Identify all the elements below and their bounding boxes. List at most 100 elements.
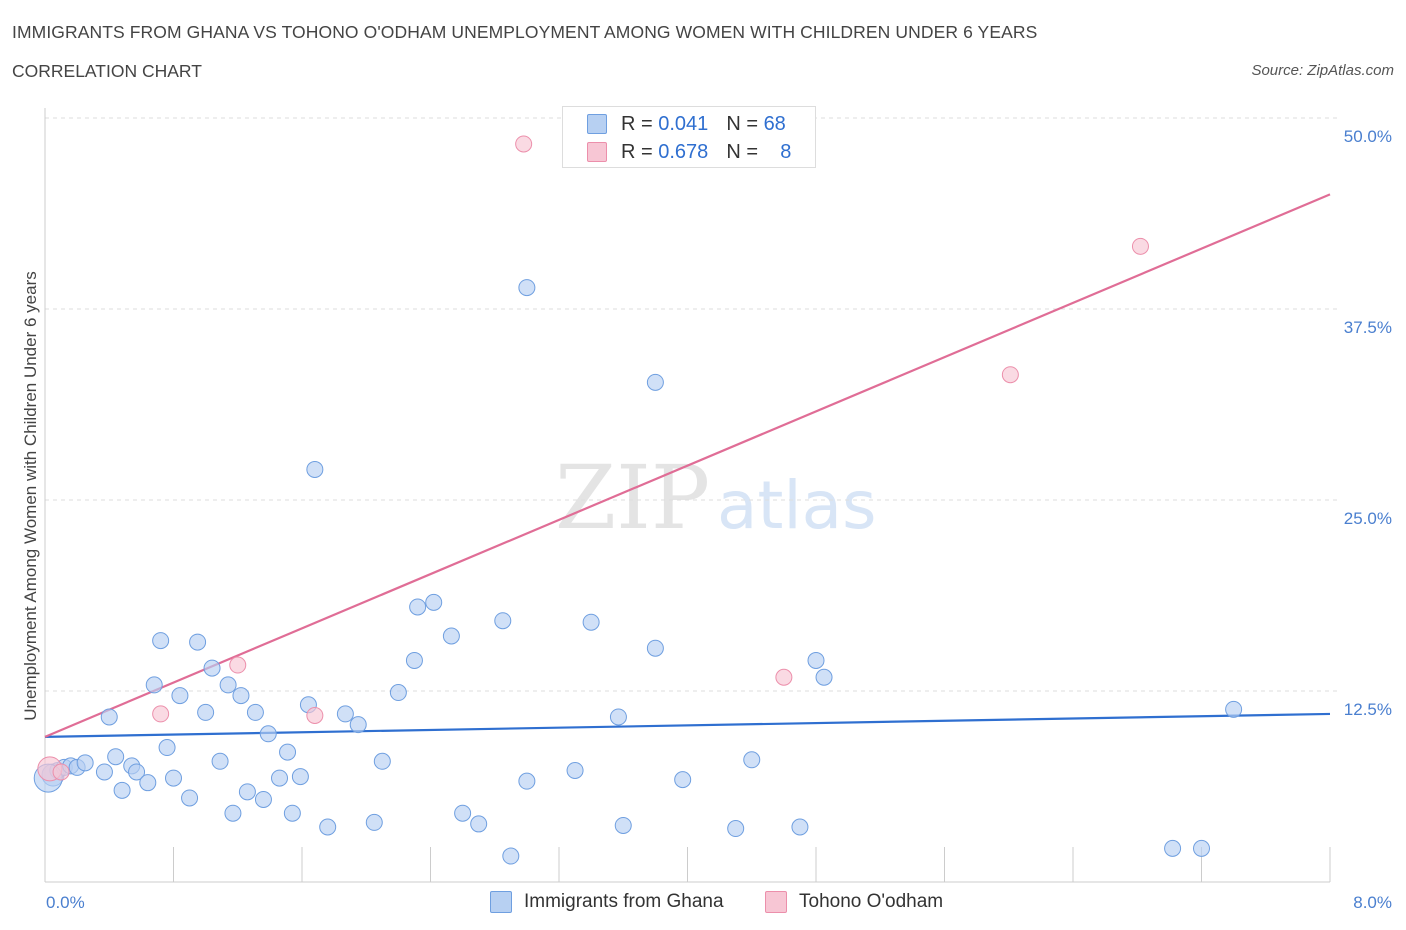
ghana-point: [145, 676, 163, 694]
ghana-point: [224, 804, 242, 822]
ghana-point: [389, 684, 407, 702]
tohono-point: [306, 706, 324, 724]
ghana-trend-line: [44, 712, 1331, 738]
series-swatch-ghana: [490, 891, 512, 913]
ghana-point: [349, 716, 367, 734]
legend-r-value: 0.678: [658, 140, 709, 163]
ghana-point: [152, 632, 170, 650]
ghana-point: [279, 743, 297, 761]
ghana-point: [582, 613, 600, 631]
ghana-point: [1225, 700, 1243, 718]
legend-swatch-ghana: [587, 114, 607, 134]
ghana-point: [189, 633, 207, 651]
ghana-point: [171, 687, 189, 705]
tohono-point: [1001, 366, 1019, 384]
legend-n-label: N =: [726, 140, 758, 163]
ghana-point: [76, 754, 94, 772]
ghana-point: [518, 772, 536, 790]
y-tick-label: 12.5%: [1344, 700, 1392, 719]
ghana-point: [365, 813, 383, 831]
tohono-point: [1131, 237, 1149, 255]
ghana-point: [107, 748, 125, 766]
ghana-point: [203, 659, 221, 677]
ghana-point: [674, 771, 692, 789]
ghana-point: [139, 774, 157, 792]
series-legend-ghana: Immigrants from Ghana: [490, 890, 724, 914]
series-label-tohono: Tohono O'odham: [799, 891, 944, 912]
ghana-point: [219, 676, 237, 694]
tohono-trend-line: [44, 193, 1331, 738]
ghana-point: [238, 783, 256, 801]
ghana-point: [197, 703, 215, 721]
ghana-point: [566, 761, 584, 779]
ghana-point: [113, 781, 131, 799]
ghana-point: [502, 847, 520, 865]
ghana-point: [743, 751, 761, 769]
x-tick-labels: 0.0% 8.0%: [46, 893, 1392, 912]
y-tick-label: 50.0%: [1344, 127, 1392, 146]
zipatlas-watermark: ZIP atlas: [555, 446, 877, 549]
data-points: [33, 135, 1243, 865]
ghana-point: [291, 768, 309, 786]
legend-r-label: R =: [621, 112, 653, 135]
source-credit: Source: ZipAtlas.com: [1251, 62, 1394, 79]
ghana-point: [727, 820, 745, 838]
ghana-point: [409, 598, 427, 616]
tohono-point: [775, 668, 793, 686]
ghana-point: [494, 612, 512, 630]
ghana-point: [646, 373, 664, 391]
ghana-point: [815, 668, 833, 686]
legend-swatch-tohono: [587, 142, 607, 162]
legend-row-ghana: R = 0.041 N = 68: [587, 112, 786, 136]
ghana-point: [319, 818, 337, 836]
gridlines: [45, 117, 1340, 692]
ghana-point: [232, 687, 250, 705]
y-tick-labels: 12.5% 25.0% 37.5% 50.0%: [1344, 127, 1392, 719]
watermark-atlas: atlas: [717, 467, 877, 544]
ghana-point: [614, 816, 632, 834]
y-tick-label: 25.0%: [1344, 509, 1392, 528]
ghana-point: [807, 651, 825, 669]
ghana-point: [1164, 839, 1182, 857]
ghana-point: [271, 769, 289, 787]
ghana-point: [306, 460, 324, 478]
ghana-point: [609, 708, 627, 726]
x-tick-label: 0.0%: [46, 893, 85, 912]
ghana-point: [405, 651, 423, 669]
tohono-point: [229, 656, 247, 674]
legend-row-tohono: R = 0.678 N = 8: [587, 140, 791, 164]
ghana-point: [442, 627, 460, 645]
ghana-point: [454, 804, 472, 822]
legend-n-value: 8: [780, 140, 792, 163]
ghana-point: [246, 703, 264, 721]
ghana-point: [336, 705, 354, 723]
chart-subtitle: CORRELATION CHART: [12, 61, 202, 81]
ghana-point: [254, 790, 272, 808]
series-label-ghana: Immigrants from Ghana: [524, 891, 724, 912]
series-swatch-tohono: [765, 891, 787, 913]
ghana-point: [181, 789, 199, 807]
ghana-point: [158, 739, 176, 757]
ghana-point: [95, 763, 113, 781]
axes: [44, 108, 1331, 883]
ghana-point: [373, 752, 391, 770]
ghana-point: [283, 804, 301, 822]
y-axis-label: Unemployment Among Women with Children U…: [21, 271, 40, 720]
chart-title: IMMIGRANTS FROM GHANA VS TOHONO O'ODHAM …: [12, 22, 1038, 42]
y-tick-label: 37.5%: [1344, 318, 1392, 337]
trend-lines: [44, 193, 1331, 738]
ghana-point: [646, 639, 664, 657]
x-tick-label: 8.0%: [1353, 893, 1392, 912]
ghana-point: [211, 752, 229, 770]
series-legend-tohono: Tohono O'odham: [765, 890, 943, 914]
tohono-point: [515, 135, 533, 153]
ghana-point: [518, 279, 536, 297]
stats-legend: R = 0.041 N = 68 R = 0.678 N = 8: [562, 106, 816, 168]
tohono-point: [152, 705, 170, 723]
legend-r-value: 0.041: [658, 112, 709, 135]
ghana-point: [791, 818, 809, 836]
ghana-point: [165, 769, 182, 787]
legend-n-label: N =: [726, 112, 758, 135]
ghana-point: [425, 593, 443, 611]
